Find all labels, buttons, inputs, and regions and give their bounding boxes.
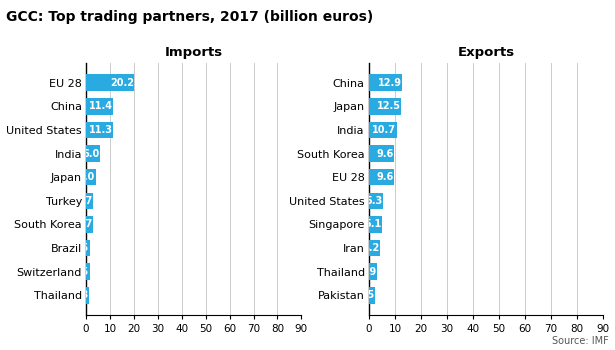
Bar — [369, 287, 376, 303]
Bar — [86, 145, 100, 162]
Text: 2.9: 2.9 — [359, 267, 376, 276]
Text: 20.2: 20.2 — [110, 78, 134, 88]
Bar — [86, 122, 113, 138]
Text: 12.9: 12.9 — [378, 78, 402, 88]
Bar — [369, 98, 402, 114]
Text: 1.5: 1.5 — [72, 267, 89, 276]
Text: 2.5: 2.5 — [358, 290, 375, 300]
Text: 9.6: 9.6 — [376, 172, 394, 182]
Bar — [86, 75, 135, 91]
Text: 11.4: 11.4 — [89, 102, 113, 111]
Text: 2.7: 2.7 — [75, 196, 92, 206]
Bar — [86, 193, 92, 209]
Text: 11.3: 11.3 — [89, 125, 113, 135]
Text: 1.5: 1.5 — [72, 243, 89, 253]
Bar — [86, 287, 89, 303]
Text: 5.3: 5.3 — [365, 196, 383, 206]
Text: 10.7: 10.7 — [372, 125, 396, 135]
Bar — [369, 240, 380, 256]
Bar — [369, 145, 394, 162]
Text: 5.1: 5.1 — [365, 219, 382, 230]
Text: Source: IMF: Source: IMF — [552, 336, 609, 346]
Text: 9.6: 9.6 — [376, 148, 394, 159]
Bar — [369, 122, 397, 138]
Bar — [369, 216, 383, 233]
Text: 1.3: 1.3 — [71, 290, 89, 300]
Title: Imports: Imports — [165, 46, 223, 59]
Bar — [86, 216, 92, 233]
Title: Exports: Exports — [458, 46, 514, 59]
Text: GCC: Top trading partners, 2017 (billion euros): GCC: Top trading partners, 2017 (billion… — [6, 10, 373, 25]
Bar — [369, 193, 383, 209]
Bar — [369, 75, 402, 91]
Text: 4.0: 4.0 — [78, 172, 95, 182]
Bar — [86, 264, 90, 280]
Bar — [369, 264, 376, 280]
Bar — [369, 169, 394, 186]
Text: 12.5: 12.5 — [377, 102, 401, 111]
Text: 6.0: 6.0 — [83, 148, 100, 159]
Bar — [86, 240, 90, 256]
Text: 2.7: 2.7 — [75, 219, 92, 230]
Bar — [86, 98, 113, 114]
Text: 4.2: 4.2 — [362, 243, 379, 253]
Bar — [86, 169, 96, 186]
